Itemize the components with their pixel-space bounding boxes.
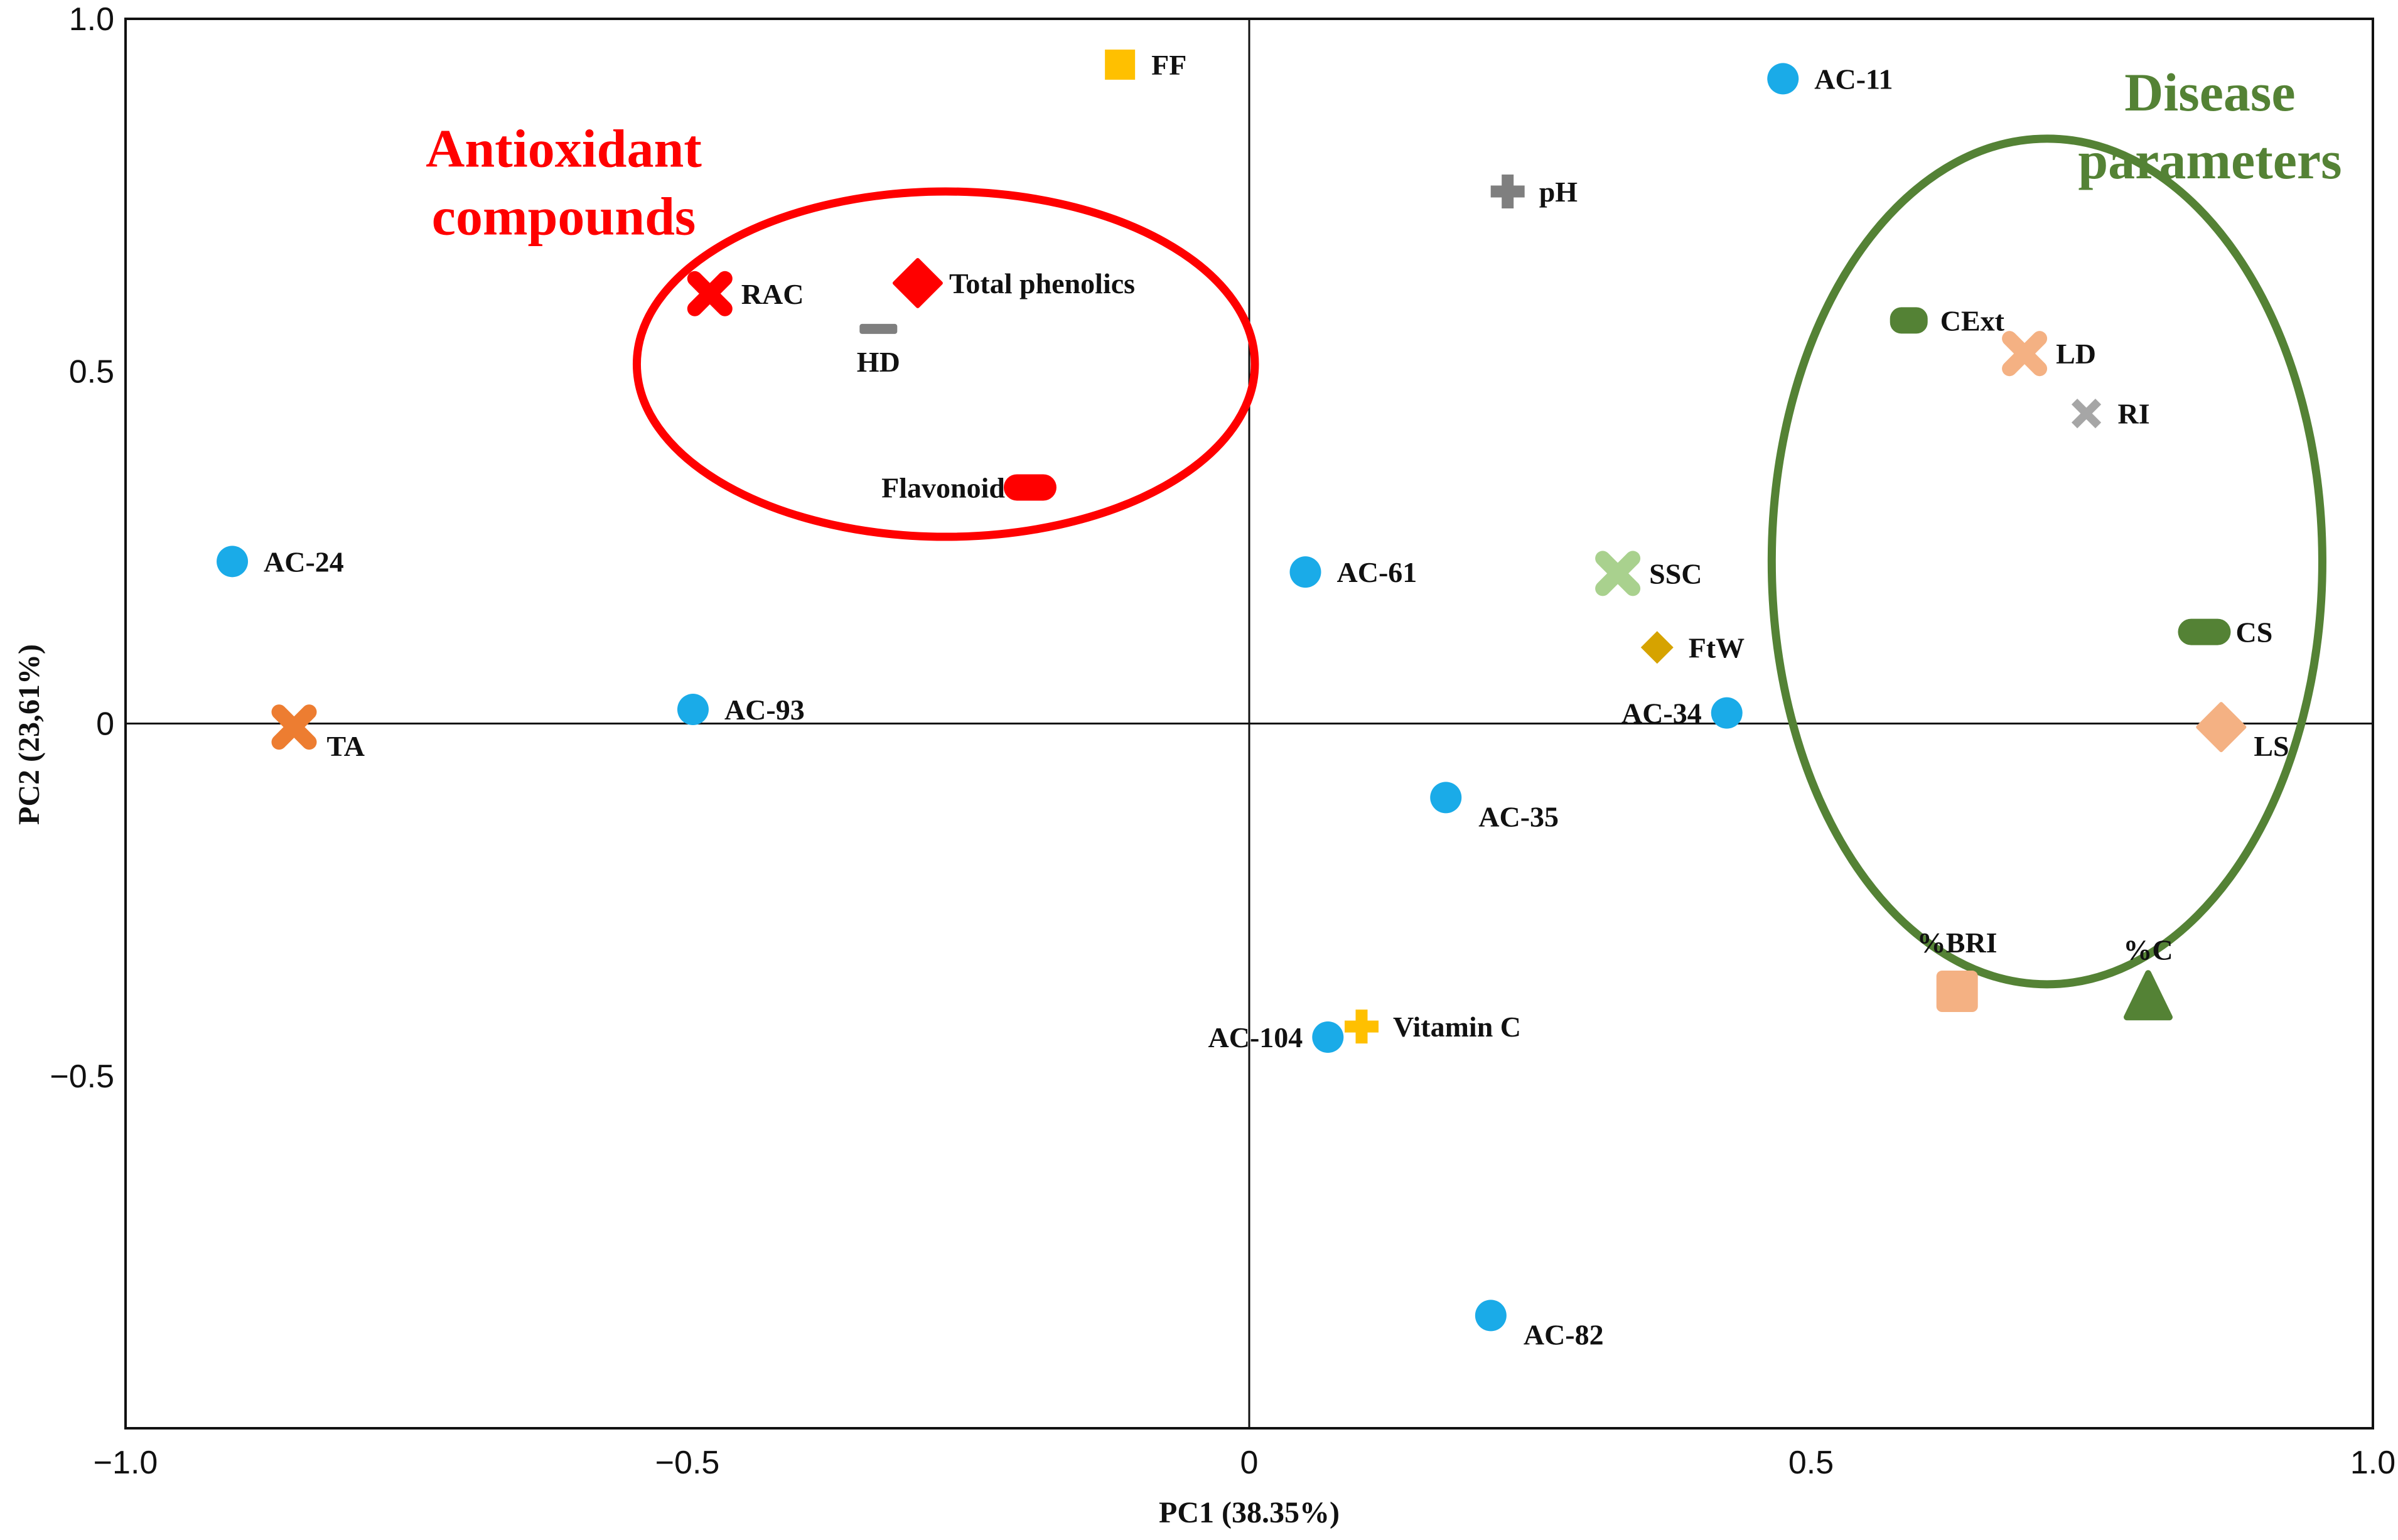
hd-label: HD xyxy=(857,346,900,378)
ac-11-label: AC-11 xyxy=(1814,63,1893,95)
flavonoid-label: Flavonoid xyxy=(881,471,1005,503)
point-ls: LS xyxy=(2196,702,2289,762)
ac-61-marker xyxy=(1289,556,1321,588)
point-ph: pH xyxy=(1490,175,1578,209)
y-tick-0-5: 0.5 xyxy=(69,353,114,390)
ac-82-label: AC-82 xyxy=(1524,1318,1604,1350)
cext-label: CExt xyxy=(1940,304,2005,337)
ff-label: FF xyxy=(1151,49,1186,81)
point-ac-34: AC-34 xyxy=(1621,697,1743,730)
cs-label: CS xyxy=(2236,617,2273,649)
vitamin-c-label: Vitamin C xyxy=(1393,1011,1521,1043)
point-ri: RI xyxy=(2071,398,2150,430)
ac-24-label: AC-24 xyxy=(264,546,344,578)
ftw-marker xyxy=(1640,631,1674,664)
point-ta: TA xyxy=(271,704,365,762)
ld-marker xyxy=(2002,331,2048,377)
ac-34-marker xyxy=(1711,697,1743,729)
ac-93-label: AC-93 xyxy=(724,694,805,726)
ri-label: RI xyxy=(2118,398,2150,430)
ac-61-label: AC-61 xyxy=(1337,556,1417,588)
ld-label: LD xyxy=(2056,338,2096,370)
x-tick-1-0: −1.0 xyxy=(94,1445,158,1481)
cext-marker xyxy=(1890,307,1928,334)
point-vitamin-c: Vitamin C xyxy=(1345,1010,1521,1044)
ac-34-label: AC-34 xyxy=(1621,697,1702,730)
y-tick-labels: 1.0 0.5 0 −0.5 xyxy=(50,1,114,1095)
point-hd: HD xyxy=(857,323,900,378)
point-pct-bri: %BRI xyxy=(1917,927,1997,1013)
point-ac-104: AC-104 xyxy=(1208,1021,1344,1053)
flavonoid-marker xyxy=(1003,474,1057,501)
ta-marker xyxy=(271,704,317,750)
ftw-label: FtW xyxy=(1689,632,1745,664)
cs-marker xyxy=(2178,618,2231,645)
point-ftw: FtW xyxy=(1640,631,1745,664)
ri-marker xyxy=(2071,399,2102,429)
point-total-phenolics: Total phenolics xyxy=(892,257,1135,308)
total-phenolics-marker xyxy=(892,257,943,308)
pct-c-marker xyxy=(2124,970,2173,1021)
ac-35-label: AC-35 xyxy=(1478,800,1559,832)
point-rac: RAC xyxy=(687,271,804,316)
point-cext: CExt xyxy=(1890,304,2005,337)
ff-marker xyxy=(1105,49,1136,80)
pct-bri-marker xyxy=(1936,971,1978,1013)
total-phenolics-label: Total phenolics xyxy=(949,267,1135,299)
point-ld: LD xyxy=(2002,331,2096,377)
y-tick-1-0: 1.0 xyxy=(69,1,114,38)
ac-35-marker xyxy=(1430,782,1462,814)
point-ff: FF xyxy=(1105,49,1186,81)
vitamin-c-marker xyxy=(1345,1010,1379,1044)
ac-104-label: AC-104 xyxy=(1208,1021,1303,1053)
ac-82-marker xyxy=(1475,1300,1507,1332)
ph-label: pH xyxy=(1539,176,1578,208)
ls-label: LS xyxy=(2254,730,2289,762)
point-cs: CS xyxy=(2178,617,2273,649)
point-pct-c: %C xyxy=(2123,934,2173,1021)
pct-bri-label: %BRI xyxy=(1917,927,1997,959)
ac-93-marker xyxy=(677,694,709,726)
antioxidant-compounds-ellipse xyxy=(632,187,1259,541)
y-tick-0: 0 xyxy=(96,706,114,743)
rac-label: RAC xyxy=(741,278,804,310)
x-tick-0-5: 0.5 xyxy=(1788,1445,1834,1481)
x-tick-0-5: −0.5 xyxy=(655,1445,720,1481)
y-axis-title: PC2 (23,61%) xyxy=(13,644,46,825)
x-tick-labels: −1.0 −0.5 0 0.5 1.0 xyxy=(94,1445,2395,1481)
y-tick-0-5: −0.5 xyxy=(50,1058,114,1095)
point-ssc: SSC xyxy=(1595,551,1702,596)
antioxidant-compounds-label: Antioxidant compounds xyxy=(426,119,702,247)
ls-marker xyxy=(2196,702,2247,753)
hd-marker xyxy=(859,323,898,334)
ssc-label: SSC xyxy=(1649,557,1702,590)
ac-11-marker xyxy=(1767,63,1799,95)
disease-parameters-ellipse xyxy=(1767,134,2326,989)
x-tick-0: 0 xyxy=(1240,1445,1259,1481)
point-ac-82: AC-82 xyxy=(1475,1300,1604,1350)
ph-marker xyxy=(1490,175,1525,209)
ac-104-marker xyxy=(1312,1021,1344,1053)
point-ac-61: AC-61 xyxy=(1289,556,1417,588)
rac-marker xyxy=(687,271,733,316)
point-ac-35: AC-35 xyxy=(1430,782,1559,832)
x-axis-title: PC1 (38.35%) xyxy=(1159,1496,1340,1529)
x-tick-1-0: 1.0 xyxy=(2350,1445,2395,1481)
disease-parameters-label: Disease parameters xyxy=(2078,62,2342,190)
ssc-marker xyxy=(1595,551,1641,596)
pct-c-label: %C xyxy=(2123,934,2173,966)
ta-label: TA xyxy=(327,730,365,762)
group-ellipses: Antioxidant compounds Disease parameters xyxy=(426,62,2342,989)
ac-24-marker xyxy=(217,546,249,578)
point-ac-24: AC-24 xyxy=(217,546,344,578)
point-ac-93: AC-93 xyxy=(677,694,805,726)
point-ac-11: AC-11 xyxy=(1767,63,1893,95)
point-flavonoid: Flavonoid xyxy=(881,471,1057,503)
data-points: AC-11 AC-24 AC-93 AC-61 AC-34 AC-35 AC-104 AC-8… xyxy=(217,49,2289,1350)
